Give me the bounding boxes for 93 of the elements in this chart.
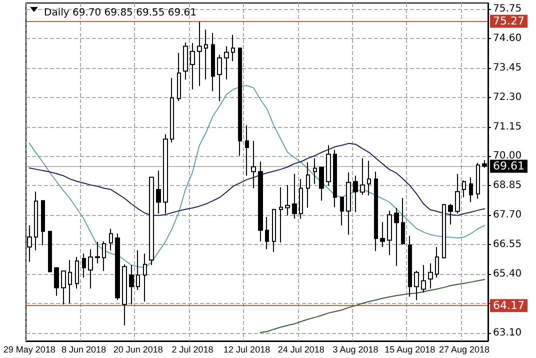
candlestick: [353, 175, 358, 213]
candlestick: [292, 173, 297, 220]
candlestick: [319, 166, 324, 202]
candlestick: [326, 144, 331, 186]
candlestick: [462, 180, 466, 198]
y-tick-label: 75.75: [493, 3, 522, 14]
line-series: [28, 85, 486, 268]
candlestick: [258, 161, 263, 242]
candlestick: [197, 20, 202, 87]
candlestick: [82, 253, 86, 278]
x-tick-label: 27 Aug 2018: [438, 344, 490, 354]
y-tick-label: 72.30: [493, 92, 522, 103]
candlestick: [428, 262, 433, 289]
x-tick-label: 2 Jul 2018: [172, 344, 214, 354]
candlestick: [204, 29, 208, 80]
x-tick-label: 8 Jun 2018: [61, 344, 106, 354]
ref-line-label: 69.61: [493, 160, 524, 173]
candlestick: [211, 32, 215, 92]
line-series: [28, 142, 486, 216]
x-tick-label: 29 May 2018: [3, 344, 56, 354]
candlestick: [95, 241, 100, 264]
ref-line-label: 75.27: [493, 14, 524, 28]
candlestick: [149, 176, 154, 266]
candlestick: [455, 173, 460, 214]
candlestick: [156, 170, 161, 214]
x-tick-label: 15 Aug 2018: [384, 344, 436, 354]
candlestick: [88, 248, 93, 289]
candlestick: [163, 134, 168, 214]
candlestick: [68, 260, 72, 304]
candlestick: [183, 42, 188, 80]
candlestick: [421, 264, 426, 294]
candlestick: [102, 240, 106, 272]
chart-title: Daily 69.70 69.85 69.55 69.61: [44, 8, 197, 18]
candlestick: [408, 235, 412, 298]
candlestick: [109, 228, 113, 251]
y-tick-label: 70.00: [493, 150, 522, 162]
candlestick: [394, 208, 399, 266]
y-tick-label: 63.10: [493, 328, 522, 339]
y-tick-label: 68.85: [493, 180, 522, 192]
candlestick: [224, 46, 229, 80]
candlestick: [285, 184, 290, 216]
candlestick: [245, 124, 249, 176]
candlestick: [279, 186, 283, 244]
candlestick: [387, 210, 392, 256]
candlestick: [469, 176, 473, 203]
candlestick: [122, 264, 127, 326]
y-tick-label: 73.45: [493, 62, 522, 74]
candlestick: [306, 162, 310, 208]
candlestick: [401, 198, 405, 246]
candlestick: [313, 158, 317, 184]
y-tick-label: 71.15: [493, 121, 522, 132]
candlestick: [340, 196, 344, 226]
candlestick: [75, 256, 79, 289]
candlestick: [476, 162, 480, 200]
candlestick: [333, 149, 337, 208]
candlestick: [374, 171, 378, 252]
candlestick: [265, 216, 269, 250]
x-tick-label: 20 Jun 2018: [113, 344, 163, 354]
candlestick: [48, 230, 52, 272]
candlestick: [346, 172, 351, 236]
candlestick: [170, 77, 174, 143]
candlestick: [129, 264, 134, 305]
line-series: [260, 279, 486, 334]
candlestick: [442, 203, 446, 259]
candlestick: [448, 203, 453, 226]
candlestick: [238, 48, 242, 156]
candlestick: [380, 222, 385, 248]
candlestick: [115, 233, 120, 300]
candlestick: [136, 250, 140, 291]
ref-line-label: 64.17: [493, 299, 524, 312]
candlestick: [435, 246, 439, 278]
candlestick: [414, 270, 419, 300]
candlestick: [143, 253, 147, 302]
y-tick-label: 67.70: [493, 210, 522, 221]
candlestick: [61, 270, 66, 305]
x-tick-label: 3 Aug 2018: [332, 344, 378, 354]
candlestick: [190, 42, 195, 90]
candlestick: [34, 191, 38, 251]
candlestick: [367, 160, 371, 196]
candlestick: [299, 178, 303, 220]
candlestick: [41, 200, 45, 246]
x-tick-label: 24 Jul 2018: [278, 344, 324, 354]
y-tick-label: 66.55: [493, 239, 522, 250]
y-tick-label: 74.60: [493, 32, 522, 44]
candlestick: [54, 267, 59, 296]
candlestick: [360, 158, 365, 196]
candlestick: [177, 52, 181, 102]
candlestick: [231, 34, 235, 62]
candlestick: [251, 140, 256, 189]
x-tick-label: 12 Jul 2018: [224, 344, 270, 354]
candlestick: [217, 54, 222, 102]
candlestick: [272, 208, 276, 252]
y-tick-label: 65.40: [493, 268, 522, 280]
